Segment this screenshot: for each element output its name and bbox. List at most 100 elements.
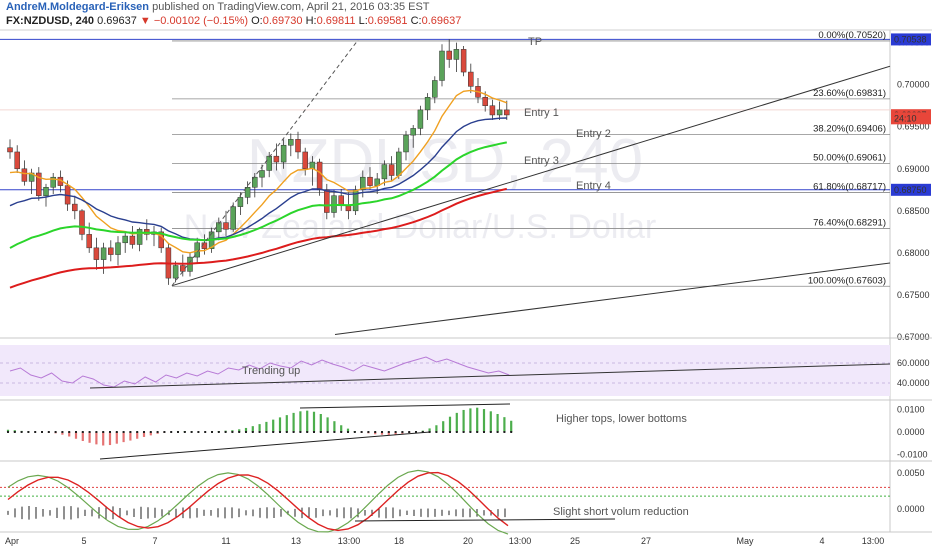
osc-zero-dot	[95, 431, 98, 433]
osc-zero-dot	[306, 431, 309, 433]
candle-body	[403, 134, 409, 153]
candle-body	[50, 176, 56, 188]
ma-red-line	[9, 187, 508, 289]
osc-top-line	[299, 403, 511, 409]
entry-3-label: Entry 3	[524, 155, 559, 167]
plot-background	[0, 30, 932, 550]
osc-zero-dot	[204, 431, 207, 433]
osc-zero-dot	[183, 431, 186, 433]
price-badge-label: 0.68750	[894, 185, 927, 195]
time-tick-label: 20	[463, 536, 473, 546]
osc-zero-dot	[292, 431, 295, 433]
candle-body	[316, 161, 323, 191]
open-value: 0.69730	[262, 15, 303, 27]
time-tick-label: 13:00	[862, 536, 885, 546]
price-badge-label: 24:10	[894, 113, 917, 123]
close-label: C:	[410, 15, 422, 27]
osc-zero-dot	[313, 431, 315, 433]
ma-navy-line	[9, 117, 507, 241]
time-tick-label: 27	[641, 536, 651, 546]
osc-zero-dot	[81, 431, 84, 433]
time-tick-label: 13	[291, 536, 301, 546]
osc-zero-dot	[88, 431, 91, 433]
osc-zero-dot	[34, 431, 37, 433]
author-link[interactable]: AndreM.Moldegard-Eriksen	[6, 1, 150, 13]
price-badge	[891, 33, 931, 46]
macd-main-line	[7, 471, 509, 532]
osc-zero-dot	[197, 431, 200, 433]
open-label: O:	[251, 15, 263, 27]
osc-zero-dot	[177, 431, 179, 433]
trend-line-upper	[171, 65, 891, 287]
candle-body	[244, 187, 251, 198]
time-tick-label: Apr	[5, 536, 19, 546]
candle-body	[230, 206, 236, 230]
time-tick-label: 13:00	[509, 536, 532, 546]
candle-body	[43, 187, 49, 196]
candle-body	[453, 49, 460, 60]
candle-body	[302, 151, 308, 170]
candle-body	[115, 242, 121, 255]
high-value: 0.69811	[316, 15, 356, 27]
candle-body	[417, 109, 424, 129]
low-value: 0.69581	[367, 15, 408, 27]
osc-zero-dot	[190, 431, 193, 433]
osc-zero-dot	[353, 431, 356, 433]
candle-body	[468, 71, 474, 87]
osc-zero-dot	[367, 431, 370, 433]
osc-zero-dot	[163, 431, 166, 433]
osc-zero-dot	[27, 431, 30, 433]
time-tick-label: 7	[152, 536, 157, 546]
candle-body	[259, 170, 265, 178]
osc-zero-dot	[245, 431, 247, 433]
ma-orange-line	[9, 89, 508, 254]
osc-zero-dot	[401, 431, 404, 433]
candle-body	[129, 235, 136, 245]
price-tick-label: 0.67500	[897, 290, 930, 300]
osc-zero-dot	[265, 431, 268, 433]
rsi-band	[0, 345, 890, 396]
osc-zero-dot	[47, 431, 50, 433]
osc-zero-dot	[496, 431, 499, 433]
close-value: 0.69637	[421, 15, 462, 27]
symbol-label[interactable]: FX:NZDUSD, 240	[6, 15, 95, 27]
osc-zero-dot	[333, 431, 336, 433]
osc-zero-dot	[374, 431, 377, 433]
ma-green-line	[9, 141, 507, 249]
candle-body	[194, 242, 200, 258]
fib-level-label: 0.00%(0.70520)	[818, 30, 886, 41]
macd-tick-label: 0.0000	[897, 504, 925, 514]
candle-body	[496, 109, 503, 116]
osc-zero-dot	[476, 431, 479, 433]
fib-level-label: 100.00%(0.67603)	[808, 275, 886, 286]
vol-note: Slight short volum reduction	[553, 506, 689, 518]
osc-zero-dot	[251, 431, 254, 433]
osc-zero-dot	[143, 431, 145, 433]
high-label: H:	[305, 15, 317, 27]
price-change: −0.00102 (−0.15%)	[153, 15, 249, 27]
candle-body	[324, 189, 330, 213]
volume-trend-line	[354, 518, 616, 522]
osc-zero-dot	[20, 431, 23, 433]
fib-level-label: 38.20%(0.69406)	[813, 124, 886, 135]
osc-zero-dot	[109, 431, 111, 433]
rsi-trend-line	[89, 363, 891, 389]
osc-zero-dot	[258, 431, 261, 433]
osc-zero-dot	[387, 431, 390, 433]
trend-line-lower	[334, 262, 891, 335]
price-tick-label: 0.68000	[897, 248, 930, 258]
rsi-tick-label: 40.0000	[897, 378, 930, 388]
macd-tick-label: 0.0050	[897, 468, 925, 478]
candle-body	[489, 105, 496, 116]
osc-zero-dot	[224, 431, 227, 433]
osc-zero-dot	[442, 431, 445, 433]
candle-body	[36, 172, 42, 196]
osc-zero-dot	[231, 431, 234, 433]
osc-tick-label: 0.0000	[897, 427, 925, 437]
candle-body	[136, 229, 143, 245]
rsi-tick-label: 60.0000	[897, 358, 930, 368]
candle-body	[72, 203, 78, 212]
osc-zero-dot	[54, 431, 57, 433]
fib-level-label: 76.40%(0.68291)	[813, 217, 886, 228]
